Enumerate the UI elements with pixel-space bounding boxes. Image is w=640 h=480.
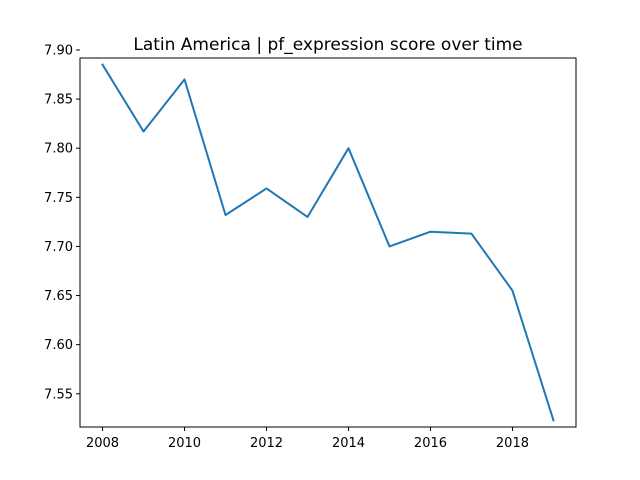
y-tick-label: 7.75 xyxy=(44,191,73,206)
y-tick-label: 7.60 xyxy=(44,338,73,353)
y-tick-label: 7.80 xyxy=(44,142,73,157)
x-tick-label: 2012 xyxy=(250,436,283,451)
y-tick-label: 7.85 xyxy=(44,93,73,108)
y-tick-label: 7.90 xyxy=(44,43,73,58)
y-tick-label: 7.70 xyxy=(44,240,73,255)
x-tick-label: 2018 xyxy=(496,436,529,451)
x-tick-label: 2014 xyxy=(332,436,365,451)
chart-title: Latin America | pf_expression score over… xyxy=(133,35,522,55)
series-line-pf_expression xyxy=(101,63,555,422)
series-layer xyxy=(101,63,555,422)
plot-area-frame xyxy=(79,57,577,428)
x-tick-label: 2008 xyxy=(86,436,119,451)
x-tick-label: 2016 xyxy=(414,436,447,451)
y-tick-label: 7.55 xyxy=(44,387,73,402)
x-tick-label: 2010 xyxy=(168,436,201,451)
y-tick-label: 7.65 xyxy=(44,289,73,304)
y-axis-ticks: 7.55 7.60 7.65 7.70 7.75 7.80 7.85 7.90 xyxy=(44,43,80,402)
x-axis-ticks: 2008 2010 2012 2014 2016 2018 xyxy=(86,427,529,451)
